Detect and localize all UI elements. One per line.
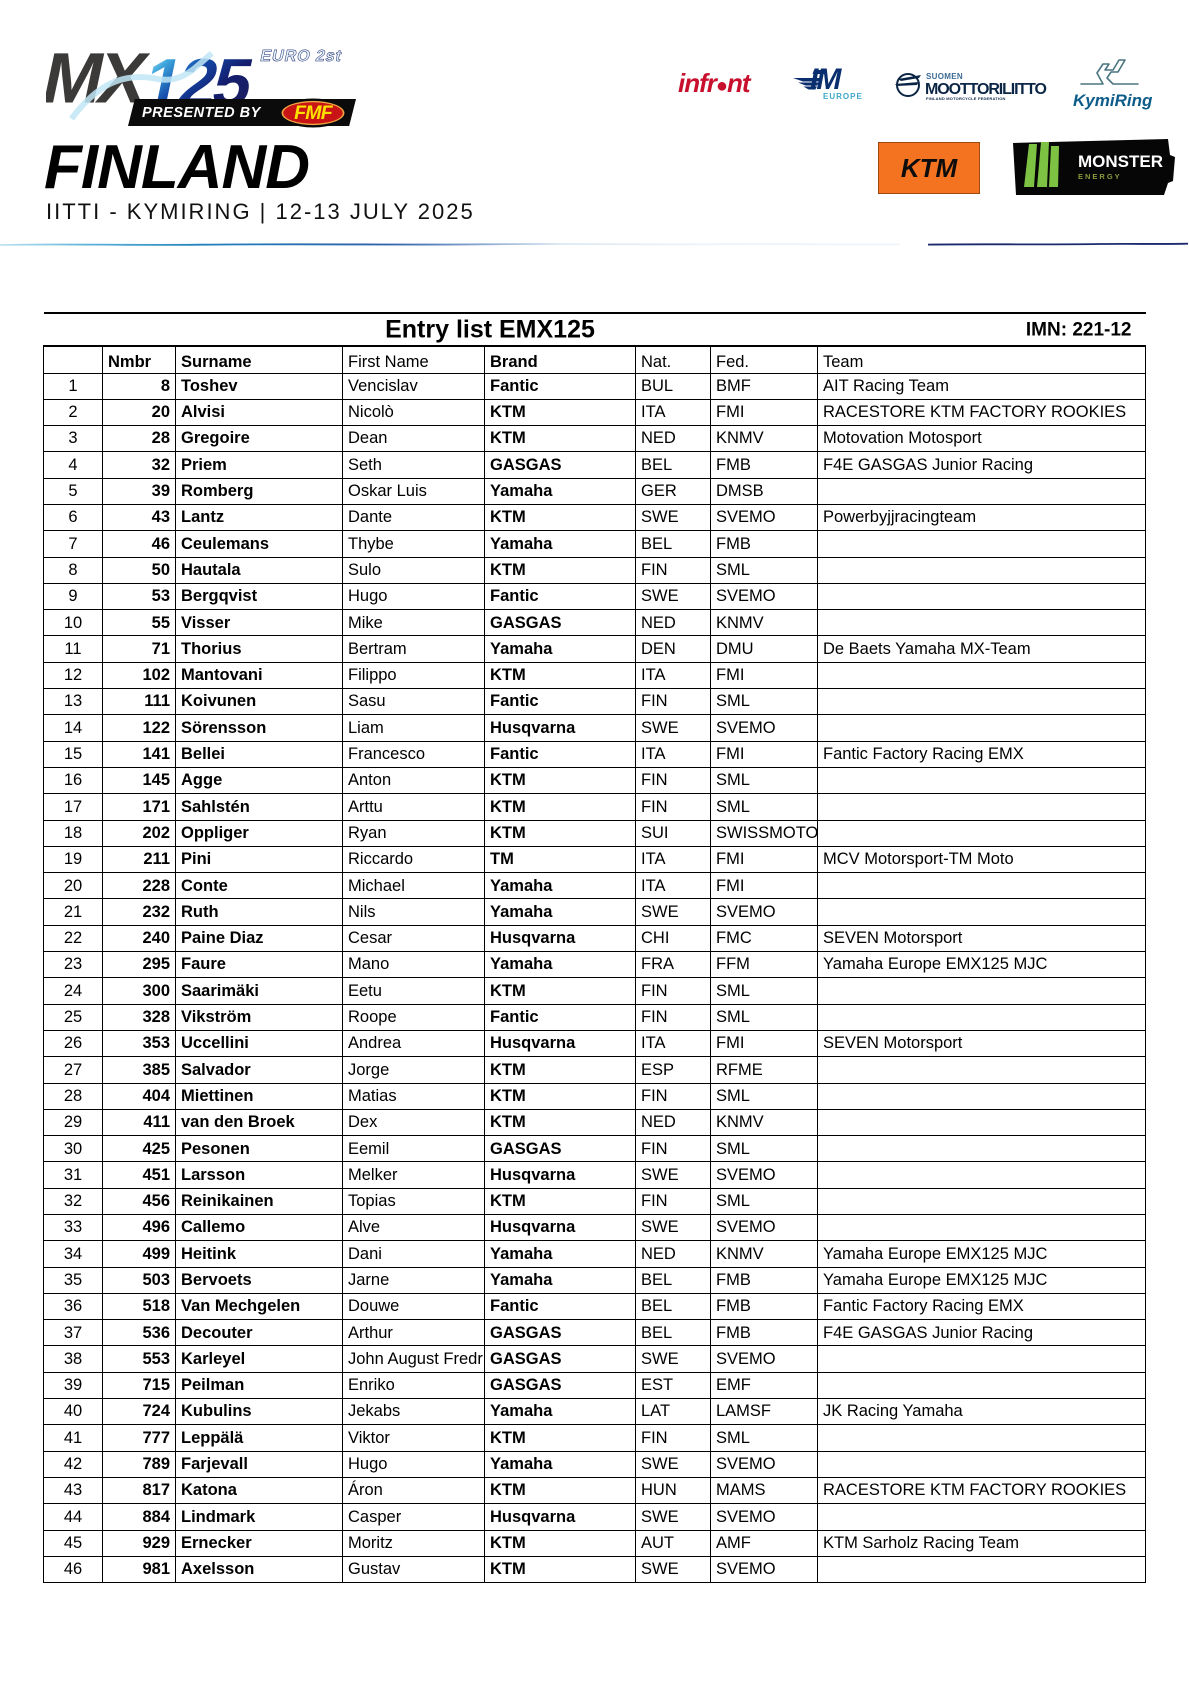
svg-text:FMF: FMF <box>294 102 334 124</box>
svg-text:MONSTER: MONSTER <box>1078 152 1163 171</box>
svg-text:FINLAND MOTORCYCLE FEDERATION: FINLAND MOTORCYCLE FEDERATION <box>926 96 1006 101</box>
svg-text:EURO 2st: EURO 2st <box>259 47 344 65</box>
svg-text:SUOMEN: SUOMEN <box>926 72 963 81</box>
svg-text:EUROPE: EUROPE <box>823 92 863 101</box>
svg-text:ENERGY: ENERGY <box>1078 172 1122 181</box>
